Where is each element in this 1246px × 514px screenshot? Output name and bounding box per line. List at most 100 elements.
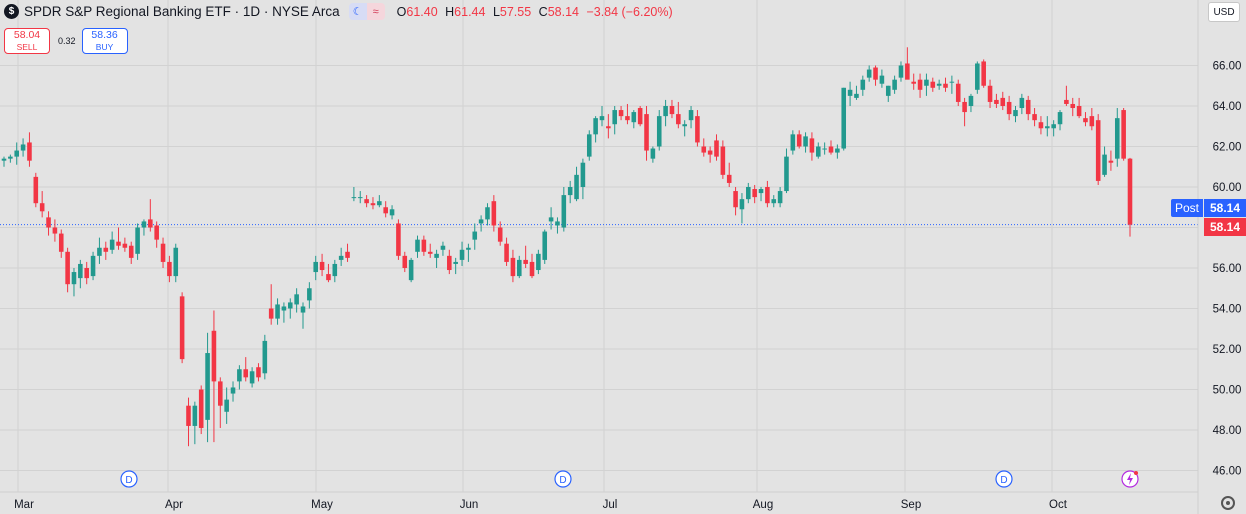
- buy-button[interactable]: 58.36 BUY: [81, 28, 128, 54]
- candle[interactable]: [695, 110, 700, 147]
- candle[interactable]: [485, 203, 490, 226]
- candle[interactable]: [765, 180, 770, 208]
- candle[interactable]: [478, 215, 484, 232]
- candle[interactable]: [33, 172, 39, 208]
- candle[interactable]: [746, 182, 751, 204]
- candle[interactable]: [8, 154, 13, 163]
- candle[interactable]: [122, 237, 128, 252]
- candle[interactable]: [192, 401, 198, 445]
- candle[interactable]: [300, 302, 306, 329]
- candle[interactable]: [364, 195, 369, 208]
- candle[interactable]: [58, 229, 64, 258]
- candle[interactable]: [20, 138, 26, 157]
- candle[interactable]: [1076, 97, 1082, 119]
- candle[interactable]: [1127, 157, 1133, 237]
- candle[interactable]: [860, 75, 866, 96]
- candle[interactable]: [326, 263, 331, 283]
- candle[interactable]: [656, 110, 662, 151]
- candle[interactable]: [930, 77, 936, 92]
- wave-icon[interactable]: ≈: [366, 3, 385, 20]
- candle[interactable]: [205, 332, 210, 443]
- candle[interactable]: [52, 219, 58, 242]
- candle[interactable]: [599, 106, 605, 127]
- dividend-marker[interactable]: D: [554, 470, 572, 488]
- candle[interactable]: [440, 241, 446, 256]
- candle[interactable]: [116, 227, 121, 250]
- candle[interactable]: [198, 385, 204, 435]
- candle[interactable]: [809, 132, 815, 161]
- candle[interactable]: [618, 106, 624, 121]
- candle[interactable]: [453, 257, 458, 275]
- candle[interactable]: [307, 282, 312, 309]
- candle[interactable]: [447, 249, 452, 275]
- candle[interactable]: [758, 187, 764, 202]
- candle[interactable]: [567, 180, 573, 204]
- candle[interactable]: [847, 81, 853, 106]
- candle[interactable]: [987, 79, 993, 109]
- candle[interactable]: [332, 259, 338, 283]
- candle[interactable]: [663, 99, 668, 127]
- candle[interactable]: [281, 302, 287, 323]
- candle[interactable]: [491, 195, 497, 232]
- candle[interactable]: [90, 251, 96, 281]
- candle[interactable]: [1025, 95, 1031, 121]
- candle[interactable]: [726, 162, 732, 187]
- candle[interactable]: [771, 195, 777, 208]
- candle[interactable]: [676, 101, 681, 129]
- candle[interactable]: [822, 142, 827, 155]
- candle[interactable]: [994, 93, 999, 109]
- candle[interactable]: [466, 243, 471, 262]
- candle[interactable]: [828, 140, 834, 155]
- dividend-marker[interactable]: D: [120, 470, 138, 488]
- candle[interactable]: [669, 99, 675, 119]
- candle[interactable]: [167, 255, 172, 283]
- candle[interactable]: [548, 207, 554, 230]
- candle[interactable]: [555, 217, 560, 234]
- candle[interactable]: [421, 235, 427, 256]
- candle[interactable]: [962, 97, 967, 127]
- candle[interactable]: [688, 106, 694, 129]
- candle[interactable]: [351, 187, 357, 202]
- candle[interactable]: [103, 241, 109, 260]
- candle[interactable]: [701, 138, 707, 157]
- candle[interactable]: [854, 85, 859, 100]
- session-pill[interactable]: ☾ ≈: [348, 3, 385, 20]
- candle[interactable]: [790, 130, 796, 155]
- candle[interactable]: [154, 221, 159, 248]
- candle[interactable]: [427, 243, 433, 258]
- candle[interactable]: [1064, 85, 1069, 106]
- candle[interactable]: [682, 120, 687, 137]
- candle[interactable]: [109, 231, 115, 254]
- candle[interactable]: [866, 65, 872, 82]
- moon-icon[interactable]: ☾: [348, 3, 367, 20]
- candle[interactable]: [586, 130, 592, 161]
- candle[interactable]: [243, 357, 249, 382]
- sell-button[interactable]: 58.04 SELL: [4, 28, 50, 54]
- candle[interactable]: [160, 237, 166, 268]
- candle[interactable]: [173, 243, 179, 283]
- candle[interactable]: [287, 298, 293, 319]
- candle[interactable]: [65, 247, 70, 293]
- candle[interactable]: [1051, 120, 1056, 137]
- candle[interactable]: [606, 114, 611, 139]
- candle[interactable]: [186, 397, 191, 447]
- candle[interactable]: [504, 237, 509, 266]
- candle[interactable]: [1038, 116, 1044, 135]
- candle[interactable]: [637, 106, 643, 127]
- candle[interactable]: [752, 184, 757, 204]
- candle[interactable]: [338, 247, 344, 266]
- candle[interactable]: [955, 79, 961, 106]
- candle[interactable]: [924, 73, 929, 96]
- candle[interactable]: [71, 268, 77, 297]
- candle[interactable]: [885, 85, 891, 102]
- candle[interactable]: [803, 132, 808, 153]
- candle[interactable]: [879, 69, 885, 88]
- candle[interactable]: [179, 292, 185, 364]
- candle[interactable]: [631, 110, 637, 129]
- candle[interactable]: [1032, 108, 1037, 127]
- dividend-marker[interactable]: D: [995, 470, 1013, 488]
- candle[interactable]: [943, 77, 948, 92]
- candle[interactable]: [237, 365, 242, 390]
- candle[interactable]: [39, 191, 45, 218]
- candle[interactable]: [230, 381, 236, 402]
